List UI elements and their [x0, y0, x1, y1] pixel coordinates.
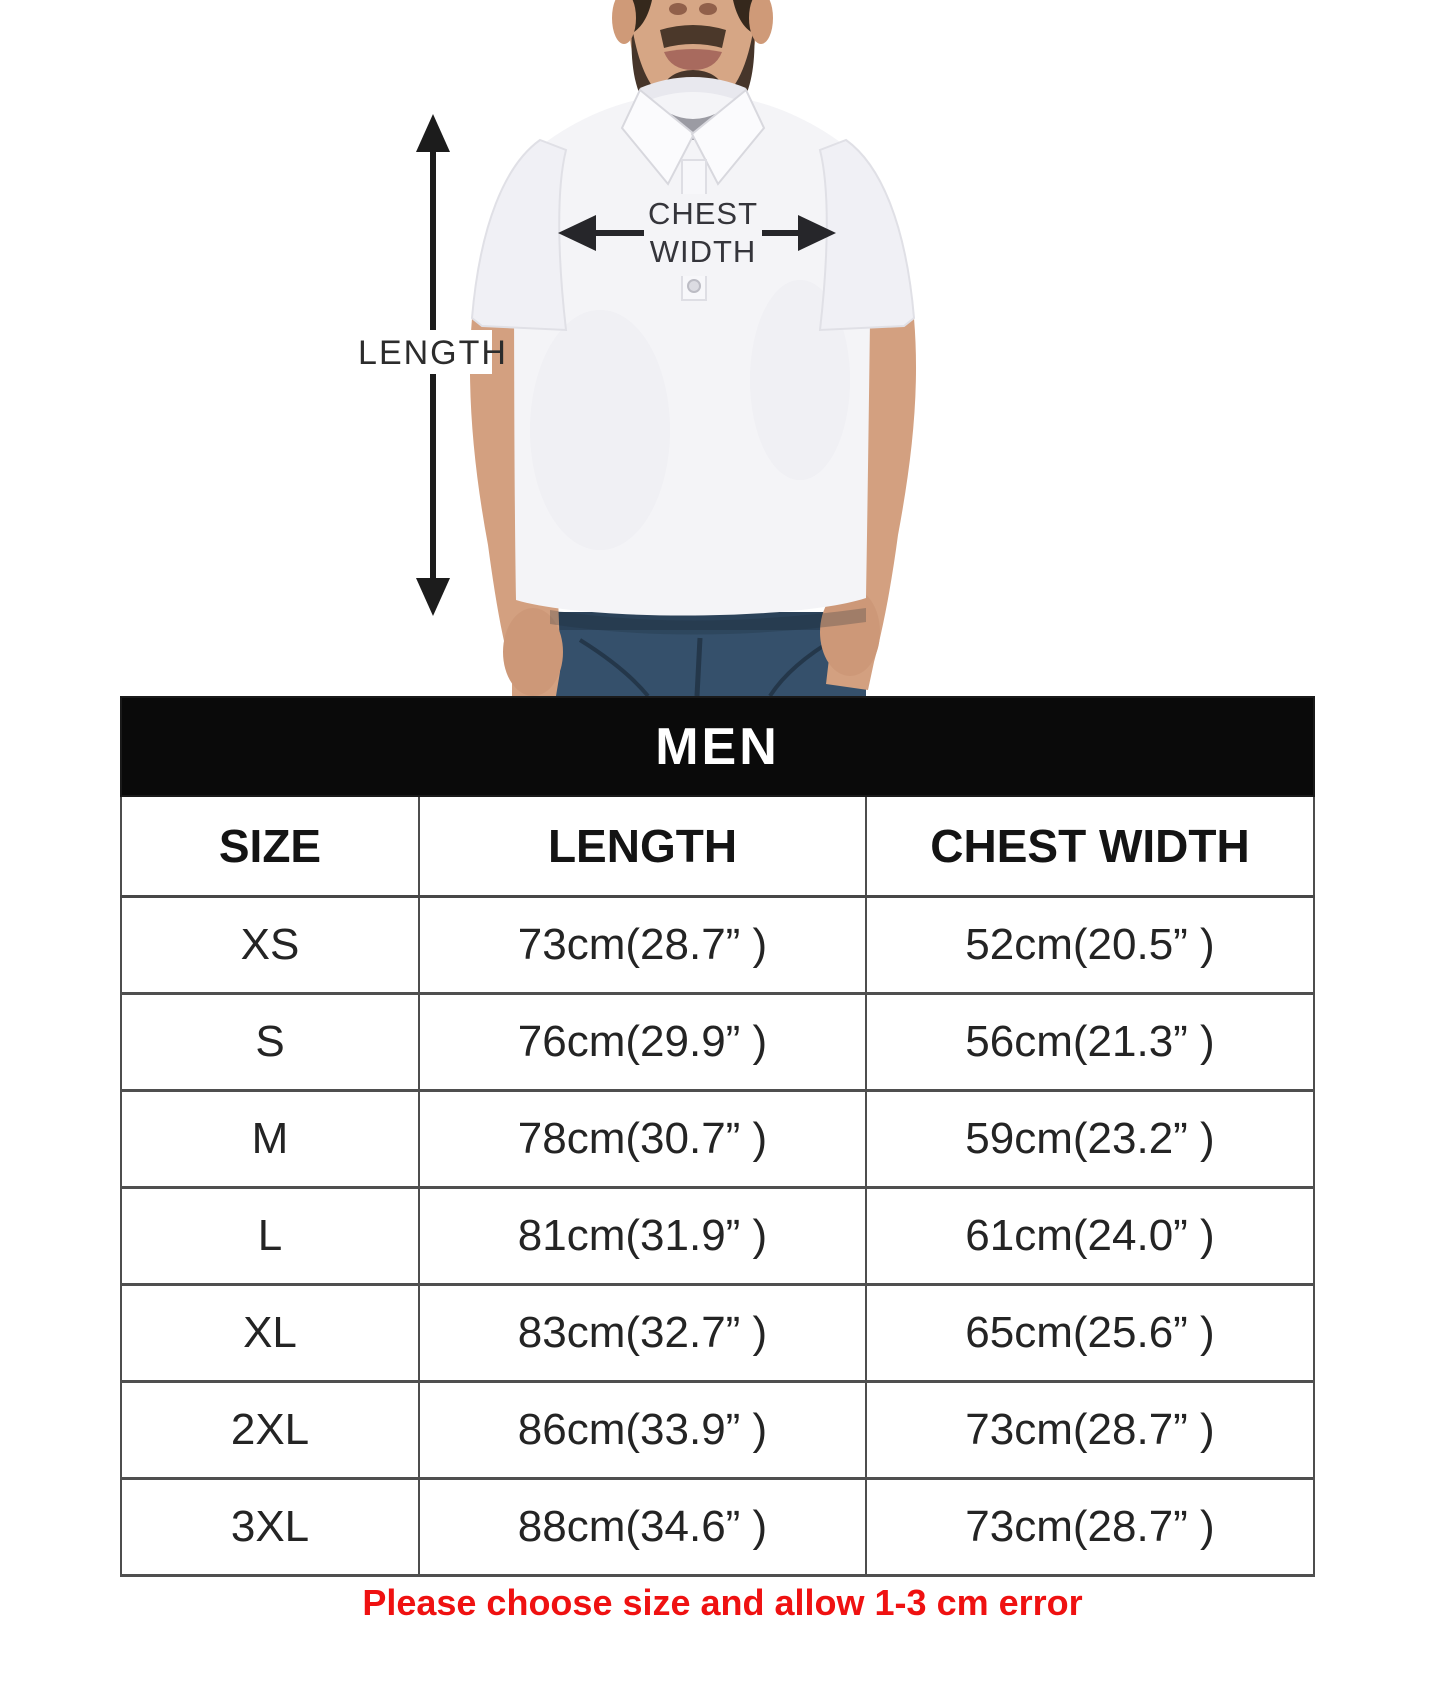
chest-width-label-line1: CHEST	[648, 196, 758, 231]
size-cell: 3XL	[120, 1477, 420, 1577]
table-title: MEN	[120, 696, 1315, 797]
hem-shadow	[550, 608, 866, 635]
table-row: XS 73cm(28.7” ) 52cm(20.5” )	[120, 895, 1315, 995]
chest-width-cell: 61cm(24.0” )	[865, 1186, 1315, 1286]
chest-width-arrow: CHEST WIDTH	[558, 194, 836, 276]
size-cell: S	[120, 992, 420, 1092]
arrow-right-icon	[798, 215, 836, 251]
table-row: 3XL 88cm(34.6” ) 73cm(28.7” )	[120, 1477, 1315, 1577]
size-note: Please choose size and allow 1-3 cm erro…	[362, 1582, 1083, 1623]
size-cell: M	[120, 1089, 420, 1189]
polo-shirt	[470, 77, 916, 616]
chest-width-cell: 56cm(21.3” )	[865, 992, 1315, 1092]
table-row: XL 83cm(32.7” ) 65cm(25.6” )	[120, 1283, 1315, 1383]
arrow-down-icon	[416, 578, 450, 616]
model-photo	[469, 0, 917, 696]
table-row: 2XL 86cm(33.9” ) 73cm(28.7” )	[120, 1380, 1315, 1480]
size-chart-table: MEN SIZE LENGTH CHEST WIDTH XS 73cm(28.7…	[120, 696, 1315, 1577]
length-cell: 73cm(28.7” )	[418, 895, 867, 995]
size-cell: 2XL	[120, 1380, 420, 1480]
column-header-length: LENGTH	[418, 795, 867, 898]
column-header-size: SIZE	[120, 795, 420, 898]
chest-width-cell: 73cm(28.7” )	[865, 1477, 1315, 1577]
length-arrow: LENGTH	[358, 114, 508, 616]
length-cell: 78cm(30.7” )	[418, 1089, 867, 1189]
length-cell: 88cm(34.6” )	[418, 1477, 867, 1577]
arrow-up-icon	[416, 114, 450, 152]
column-header-chest-width: CHEST WIDTH	[865, 795, 1315, 898]
jeans	[550, 612, 866, 696]
chest-width-cell: 52cm(20.5” )	[865, 895, 1315, 995]
length-label: LENGTH	[358, 334, 508, 372]
size-diagram: LENGTH CHEST WIDTH	[358, 0, 917, 696]
table-header-row: SIZE LENGTH CHEST WIDTH	[120, 795, 1315, 898]
table-row: S 76cm(29.9” ) 56cm(21.3” )	[120, 992, 1315, 1092]
length-cell: 81cm(31.9” )	[418, 1186, 867, 1286]
chest-width-cell: 65cm(25.6” )	[865, 1283, 1315, 1383]
arrow-left-icon	[558, 215, 596, 251]
chest-width-cell: 59cm(23.2” )	[865, 1089, 1315, 1189]
table-title-row: MEN	[120, 696, 1315, 797]
size-cell: L	[120, 1186, 420, 1286]
length-cell: 83cm(32.7” )	[418, 1283, 867, 1383]
size-cell: XL	[120, 1283, 420, 1383]
chest-width-cell: 73cm(28.7” )	[865, 1380, 1315, 1480]
length-cell: 86cm(33.9” )	[418, 1380, 867, 1480]
chest-width-label-line2: WIDTH	[650, 234, 757, 269]
table-row: L 81cm(31.9” ) 61cm(24.0” )	[120, 1186, 1315, 1286]
table-row: M 78cm(30.7” ) 59cm(23.2” )	[120, 1089, 1315, 1189]
length-cell: 76cm(29.9” )	[418, 992, 867, 1092]
size-cell: XS	[120, 895, 420, 995]
